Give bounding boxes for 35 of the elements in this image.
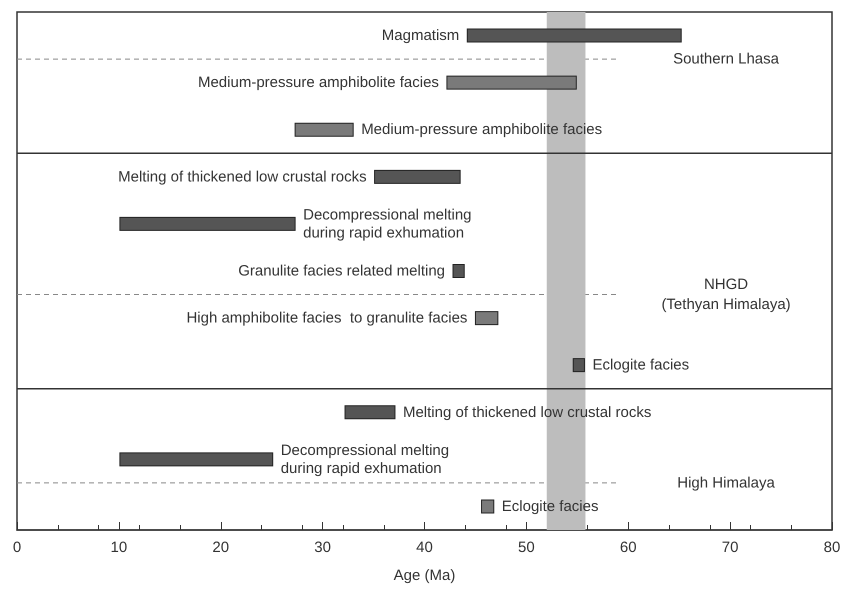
bar (474, 311, 498, 326)
annotation: Melting of thickened low crustal rocks (402, 404, 652, 421)
bar (466, 28, 682, 43)
annotation: Granulite facies related melting (238, 262, 446, 280)
annotation: Melting of thickened low crustal rocks (118, 168, 367, 186)
x-tick-label: 20 (212, 539, 230, 556)
annotation: Decompressional melting during rapid exhumation (303, 206, 472, 242)
annotation: High Himalaya (677, 474, 776, 492)
bar (446, 76, 577, 90)
bar (119, 216, 296, 231)
x-axis-title: Age (Ma) (394, 567, 456, 584)
bar (452, 264, 465, 278)
bar (294, 122, 354, 137)
bar (572, 358, 585, 372)
x-tick-label: 30 (314, 539, 331, 556)
x-tick-label: 0 (12, 539, 22, 556)
annotation: Magmatism (382, 27, 460, 44)
annotation: Medium-pressure amphibolite facies (198, 74, 439, 92)
bar (344, 405, 396, 420)
x-tick-label: 70 (722, 539, 738, 556)
bar (374, 170, 461, 184)
x-tick-label: 50 (518, 539, 535, 556)
bar (119, 452, 274, 466)
bar (481, 499, 494, 514)
annotation: Eclogite facies (502, 498, 598, 515)
annotation: Medium-pressure amphibolite facies (361, 121, 602, 138)
x-tick-label: 40 (416, 539, 433, 556)
annotation: Decompressional melting during rapid exhumation (280, 442, 450, 477)
annotation: NHGD (Tethyan Himalaya) (661, 276, 791, 314)
annotation: Eclogite facies (592, 356, 690, 374)
annotation: Southern Lhasa (673, 50, 780, 68)
x-tick-label: 80 (824, 539, 840, 556)
annotation: High amphibolite facies to granulite facies (186, 310, 468, 327)
x-tick-label: 10 (110, 539, 128, 556)
x-tick-label: 60 (620, 539, 637, 556)
